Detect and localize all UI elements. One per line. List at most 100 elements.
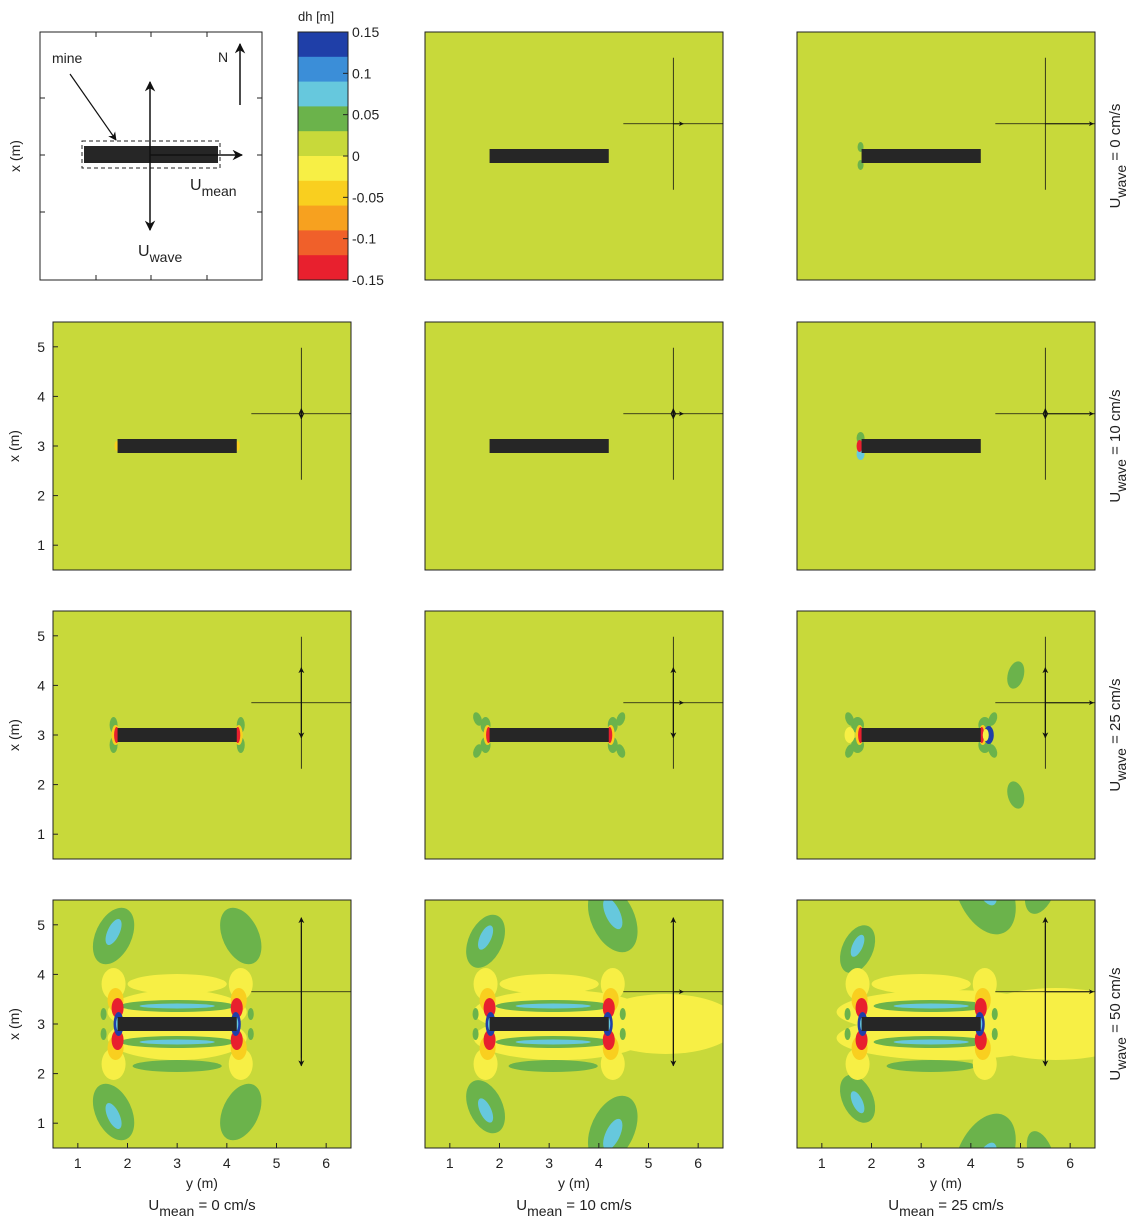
panel-r0-c2: [796, 31, 1096, 281]
column-label-sub: mean: [899, 1203, 934, 1219]
column-label-value: = 0 cm/s: [194, 1197, 255, 1214]
mine: [861, 728, 981, 742]
y-tick-label: 2: [37, 1066, 45, 1082]
mine: [489, 439, 609, 453]
row-label: Uwave = 10 cm/s: [1107, 389, 1129, 502]
row-label-sub: wave: [1113, 1037, 1129, 1071]
x-tick-label: 5: [1017, 1155, 1025, 1171]
y-tick-label: 3: [37, 1016, 45, 1032]
x-tick-label: 3: [545, 1155, 553, 1171]
column-label-main: U: [888, 1197, 899, 1214]
scour-contour: [602, 998, 615, 1018]
x-tick-label: 3: [173, 1155, 181, 1171]
x-axis-label: y (m): [558, 1175, 590, 1191]
y-tick-label: 5: [37, 917, 45, 933]
row-label: Uwave = 50 cm/s: [1107, 967, 1129, 1080]
scour-contour: [603, 1118, 623, 1148]
x-tick-label: 1: [74, 1155, 82, 1171]
row-label-main: U: [1107, 1070, 1124, 1081]
mine: [117, 1017, 237, 1031]
mine: [117, 728, 237, 742]
colorbar-swatch: [298, 230, 348, 256]
panel-r0-c1: [424, 31, 724, 281]
scour-contour: [478, 925, 494, 950]
scour-contour: [132, 1060, 222, 1072]
scour-contour: [127, 974, 227, 994]
scour-contour: [616, 744, 626, 758]
scour-contour: [953, 900, 1016, 935]
mine: [861, 1017, 981, 1031]
scour-contour: [1007, 661, 1025, 689]
column-label-main: U: [148, 1197, 159, 1214]
x-tick-label: 1: [818, 1155, 826, 1171]
x-tick-label: 6: [1066, 1155, 1074, 1171]
panel-frame: [424, 610, 724, 860]
panel-frame: [796, 610, 1096, 860]
row-label-value: = 50 cm/s: [1107, 967, 1124, 1037]
x-tick-label: 5: [645, 1155, 653, 1171]
y-axis-label: x (m): [6, 719, 22, 751]
panel-r3-c1: 1 2 3 4 5 6 y (m) Umean = 10 cm/s: [424, 899, 724, 1219]
colorbar: dh [m] 0.15 0.1 0.05 0 -0.05 -0.1 -0.15: [297, 9, 384, 288]
scour-contour: [473, 712, 483, 726]
x-tick-label: 4: [223, 1155, 231, 1171]
x-tick-label: 4: [967, 1155, 975, 1171]
scour-contour: [965, 988, 1095, 1060]
panel-r1-c1: [424, 321, 724, 571]
panel-r1-c0: 1 2 3 4 5 x (m): [6, 321, 352, 571]
scour-contour: [844, 1028, 851, 1040]
schematic-y-axis-label: x (m): [7, 140, 23, 172]
scour-contour: [974, 1030, 987, 1050]
x-axis-label: y (m): [930, 1175, 962, 1191]
y-tick-label: 4: [37, 677, 45, 693]
x-tick-label: 3: [917, 1155, 925, 1171]
colorbar-swatch: [298, 180, 348, 207]
panel-r3-c0: 1 2 3 4 5 x (m) 1 2 3 4 5 6 y (m) Umean = 0 cm/s: [6, 899, 352, 1219]
panel-grid: 1 2 3 4 5 x (m) 1 2 3 4 5 x (m) 1 2 3 4 5 x (m) 1 2 3 4 5 6 y (m…: [6, 31, 1096, 1219]
scour-contour: [845, 744, 855, 758]
scour-contour: [100, 1028, 107, 1040]
panel-r3-c2: 1 2 3 4 5 6 y (m) Umean = 25 cm/s: [796, 899, 1096, 1219]
u-mean-label-sub: mean: [202, 183, 237, 199]
scour-contour: [603, 900, 623, 930]
colorbar-swatch: [298, 156, 348, 182]
y-axis-label: x (m): [6, 1008, 22, 1040]
row-label-sub: wave: [1113, 459, 1129, 493]
mine: [861, 149, 981, 163]
column-label-sub: mean: [527, 1203, 562, 1219]
scour-contour: [1024, 900, 1057, 914]
colorbar-label: dh [m]: [298, 9, 334, 24]
colorbar-swatch: [298, 56, 348, 83]
scour-contour: [100, 1008, 107, 1020]
scour-contour: [953, 1113, 1016, 1148]
scour-contour: [483, 1030, 496, 1050]
y-tick-label: 5: [37, 339, 45, 355]
column-label-main: U: [516, 1197, 527, 1214]
panel-frame: [424, 321, 724, 571]
x-tick-label: 4: [595, 1155, 603, 1171]
panel-field: [844, 661, 1025, 809]
column-label-sub: mean: [159, 1203, 194, 1219]
panel-frame: [424, 31, 724, 281]
x-tick-label: 6: [322, 1155, 330, 1171]
mine: [489, 149, 609, 163]
panel-r2-c2: [796, 610, 1096, 860]
colorbar-swatch: [298, 106, 348, 132]
scour-contour: [982, 729, 989, 741]
u-mean-label-main: U: [190, 177, 202, 194]
panel-frame: [796, 31, 1096, 281]
u-mean-label: Umean: [190, 177, 237, 199]
mine-label: mine: [52, 50, 83, 66]
column-label: Umean = 25 cm/s: [888, 1197, 1003, 1219]
u-wave-label-sub: wave: [149, 249, 183, 265]
scour-contour: [111, 1030, 124, 1050]
row-label-value: = 0 cm/s: [1107, 104, 1124, 165]
scour-contour: [105, 1103, 122, 1129]
scour-contour: [844, 727, 855, 743]
x-tick-label: 2: [496, 1155, 504, 1171]
scour-contour: [139, 1039, 215, 1045]
colorbar-swatch: [298, 81, 348, 107]
schematic-panel: N mine Umean Uwave x (m): [7, 31, 263, 281]
scour-contour: [856, 440, 863, 452]
